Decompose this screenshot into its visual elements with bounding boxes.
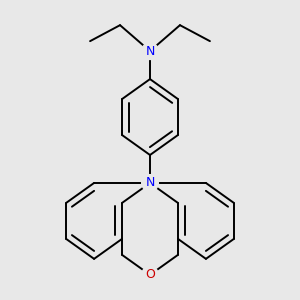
Circle shape — [142, 266, 158, 283]
Text: N: N — [145, 176, 155, 190]
Text: O: O — [145, 268, 155, 281]
Text: N: N — [145, 45, 155, 58]
Circle shape — [142, 175, 158, 191]
Circle shape — [142, 43, 158, 59]
